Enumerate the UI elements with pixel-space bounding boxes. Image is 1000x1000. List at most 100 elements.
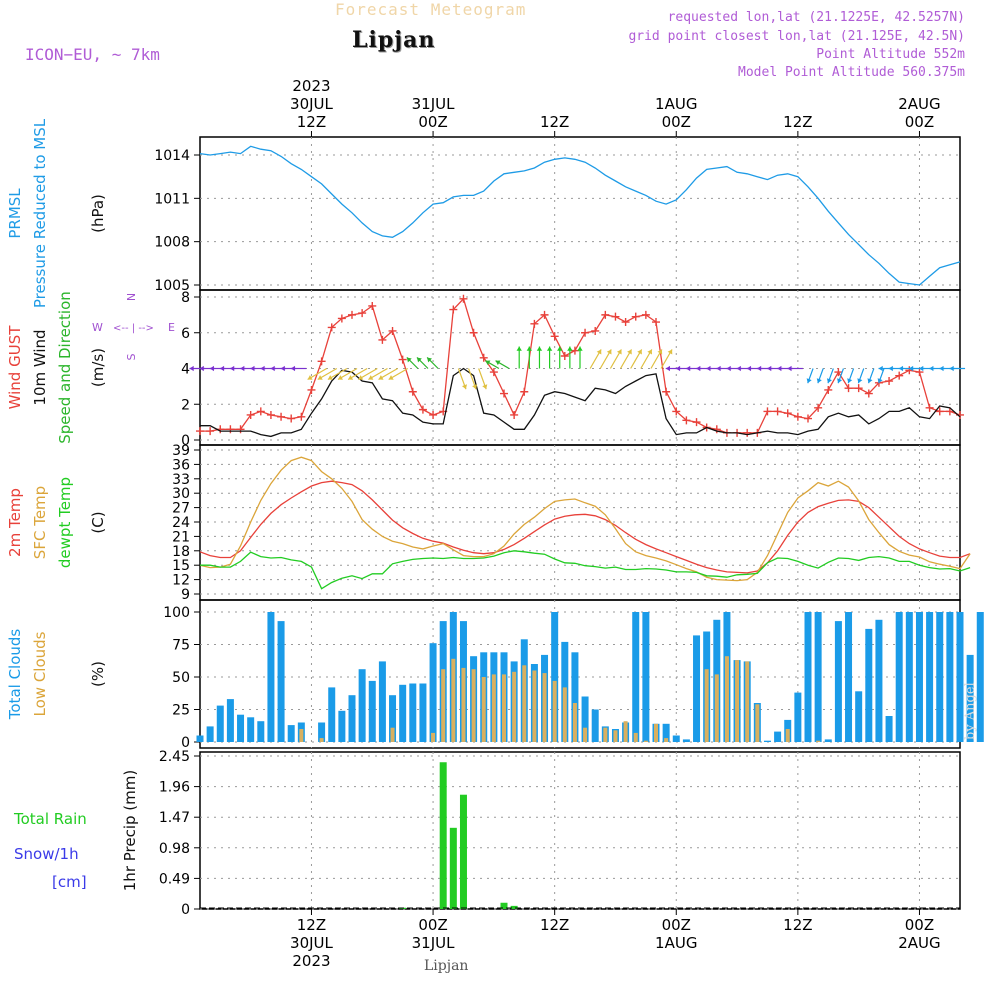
wind-arrow-head — [596, 349, 602, 355]
clouds-ytick-label: 100 — [163, 605, 190, 621]
clouds-bar — [431, 732, 436, 742]
wind-ytick-label: 2 — [181, 397, 190, 413]
wind-gust-marker — [621, 318, 630, 327]
clouds-bar — [551, 612, 559, 742]
wind-gust-marker — [520, 387, 529, 396]
wind-gust-marker — [611, 312, 620, 321]
wind-arrow-head — [348, 375, 354, 380]
wind-gust-marker — [834, 368, 843, 377]
clouds-ytick-label: 0 — [181, 735, 190, 751]
precip-frame — [199, 751, 961, 910]
wind-gust-marker — [287, 414, 296, 423]
wind-gust-marker — [358, 309, 367, 318]
clouds-bar — [672, 735, 680, 742]
clouds-bar — [389, 695, 397, 742]
wind-arrow-head — [577, 346, 583, 351]
wind-gust-marker — [783, 409, 792, 418]
wind-arrow-head — [526, 346, 533, 351]
wind-arrow-head — [726, 365, 731, 372]
wind-arrow-head — [495, 360, 501, 366]
time-axis-bottom-label: 1AUG — [655, 934, 697, 952]
time-axis-top-label: 2AUG — [898, 95, 940, 113]
clouds-bar — [522, 665, 527, 742]
clouds-bar — [735, 660, 740, 742]
model-label: ICON−EU, ~ 7km — [25, 45, 160, 64]
clouds-bar — [774, 731, 782, 742]
temperature-ytick-label: 18 — [172, 544, 190, 560]
time-axis-bottom-label: 12Z — [540, 916, 569, 934]
pressure-frame — [199, 136, 961, 291]
wind-gust-marker — [378, 335, 387, 344]
temperature-ytick-label: 33 — [172, 472, 190, 488]
pressure-ytick-label: 1008 — [154, 235, 190, 251]
wind-gust-marker — [469, 328, 478, 337]
legend-snow-unit: [cm] — [52, 873, 87, 891]
clouds-bar — [745, 661, 750, 742]
clouds-bar — [319, 738, 324, 742]
clouds-bar — [512, 671, 517, 742]
clouds-bar — [804, 612, 812, 742]
wind-arrow-head — [826, 378, 832, 384]
clouds-bar — [572, 703, 577, 742]
wind-arrow-head — [867, 378, 873, 384]
wind-gust-marker — [540, 310, 549, 319]
time-axis-bottom-label: 31JUL — [412, 934, 455, 952]
pressure-panel: 1005 1008 1011 1014 PRMSL Pressure Reduced to… — [6, 118, 961, 308]
clouds-bar — [642, 612, 650, 742]
wind-arrow-head — [816, 378, 822, 384]
model-point-altitude: Model Point Altitude 560.375m — [738, 65, 965, 80]
wind-arrow-head — [567, 346, 573, 351]
clouds-bar — [755, 704, 760, 742]
time-axis-bottom-label: 2AUG — [898, 934, 940, 952]
clouds-bar — [552, 680, 557, 742]
time-axis-top-label: 30JUL — [290, 95, 333, 113]
clouds-ytick-label: 25 — [172, 703, 190, 719]
clouds-bar — [471, 669, 476, 742]
pressure-axis-label: (hPa) — [89, 194, 107, 233]
temperature-series-line — [199, 480, 971, 574]
wind-arrow-head — [317, 375, 323, 380]
clouds-bar — [704, 669, 709, 742]
wind-gust-marker — [277, 412, 286, 421]
temperature-ytick-label: 27 — [172, 501, 190, 517]
clouds-bar — [491, 674, 496, 742]
clouds-bar — [583, 727, 588, 742]
clouds-bar — [956, 612, 964, 742]
pressure-ytick-label: 1014 — [154, 148, 190, 164]
wind-arrow-head — [250, 365, 255, 372]
wind-gust-marker — [935, 407, 944, 416]
wind-arrow-head — [949, 365, 954, 372]
clouds-bar — [267, 612, 275, 742]
wind-arrow-head — [696, 365, 701, 372]
wind-gust-marker — [662, 387, 671, 396]
wind-gust-marker — [824, 385, 833, 394]
wind-gust-marker — [226, 425, 235, 434]
footer-location: Lipjan — [424, 958, 469, 974]
clouds-bar — [348, 695, 356, 742]
wind-ytick-label: 0 — [181, 433, 190, 449]
wind-arrow-head — [647, 349, 653, 355]
wind-arrow-head — [898, 365, 904, 372]
wind-gust-marker — [196, 427, 204, 436]
watermark: by Angel — [963, 682, 978, 740]
precip-bar — [510, 905, 518, 909]
clouds-bar — [441, 669, 446, 742]
clouds-bar — [664, 738, 669, 742]
clouds-bar — [591, 709, 599, 742]
clouds-bar — [257, 721, 265, 742]
wind-gust-marker — [500, 389, 508, 398]
wind-gust-marker — [672, 407, 681, 416]
compass-arrows: <-- | --> — [113, 323, 154, 334]
pressure-axis-label: Pressure Reduced to MSL — [31, 118, 49, 308]
wind-gust-marker — [307, 385, 316, 394]
time-axis-bottom-label: 12Z — [783, 916, 812, 934]
time-axis-bottom-label: 00Z — [905, 916, 934, 934]
clouds-bar — [368, 680, 376, 742]
wind-gust-marker — [915, 368, 924, 377]
wind-series-line — [200, 297, 961, 434]
temperature-ytick-label: 21 — [172, 529, 190, 545]
time-axis-top-label: 1AUG — [655, 95, 697, 113]
clouds-bar — [693, 635, 701, 742]
grid-point-coordinates: grid point closest lon,lat (21.125E, 42.… — [628, 29, 965, 44]
clouds-bar — [915, 612, 923, 742]
